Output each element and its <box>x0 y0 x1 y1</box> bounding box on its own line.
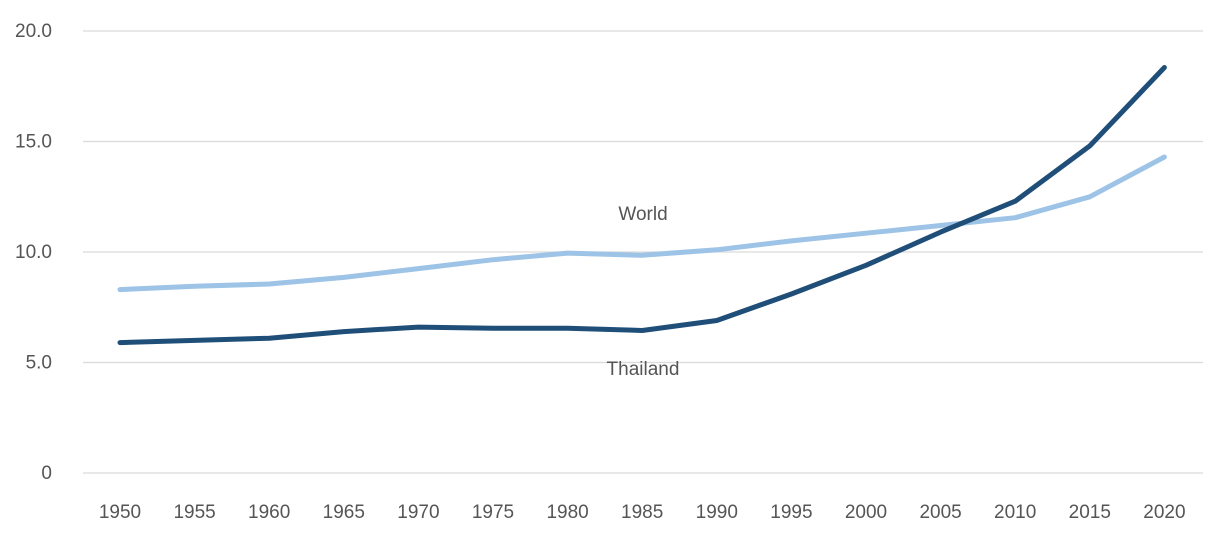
x-tick-label: 2010 <box>994 502 1036 523</box>
y-tick-label: 0 <box>41 463 52 484</box>
series-lines <box>117 65 1167 346</box>
y-tick-label: 10.0 <box>15 242 52 263</box>
x-tick-label: 1960 <box>248 502 290 523</box>
x-tick-label: 1995 <box>770 502 812 523</box>
x-tick-label: 1970 <box>397 502 439 523</box>
world-series-line <box>117 154 1167 293</box>
x-tick-label: 2000 <box>845 502 887 523</box>
x-tick-label: 1980 <box>546 502 588 523</box>
x-tick-label: 2020 <box>1143 502 1185 523</box>
x-tick-label: 2005 <box>919 502 961 523</box>
thailand-series-label: Thailand <box>607 359 680 380</box>
x-tick-label: 1950 <box>99 502 141 523</box>
gridlines <box>83 30 1203 474</box>
x-tick-label: 1955 <box>173 502 215 523</box>
x-tick-label: 1975 <box>472 502 514 523</box>
y-tick-label: 20.0 <box>15 21 52 42</box>
y-tick-label: 15.0 <box>15 132 52 153</box>
x-axis-ticks: 1950 1955 1960 1965 1970 1975 1980 1985 1990 1995… <box>99 502 1186 523</box>
world-series-label: World <box>618 204 667 225</box>
y-axis-ticks: 0 5.0 10.0 15.0 20.0 <box>15 21 52 484</box>
x-tick-label: 1985 <box>621 502 663 523</box>
thailand-series-line <box>117 65 1167 346</box>
x-tick-label: 1990 <box>696 502 738 523</box>
y-tick-label: 5.0 <box>26 353 52 374</box>
x-tick-label: 2015 <box>1069 502 1111 523</box>
x-tick-label: 1965 <box>323 502 365 523</box>
